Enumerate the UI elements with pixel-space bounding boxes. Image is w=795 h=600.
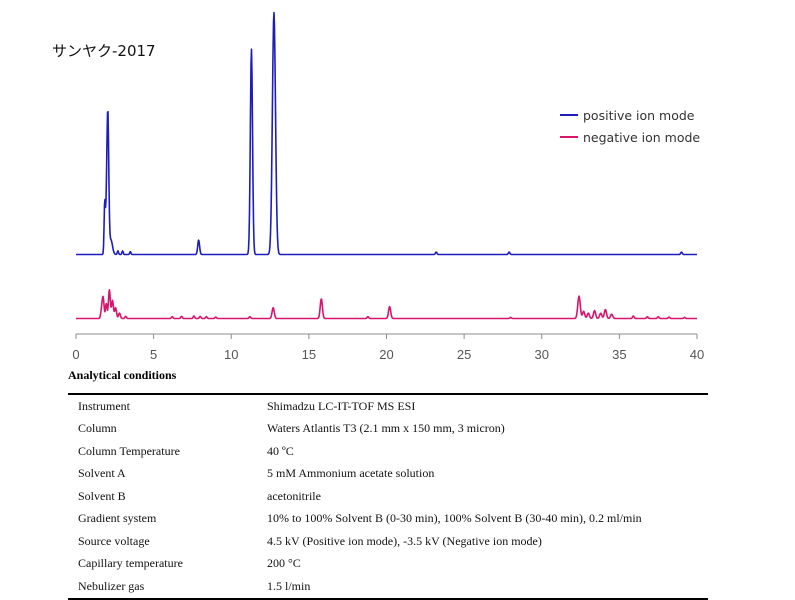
x-tick-label: 0 (72, 347, 79, 362)
condition-label: Gradient system (78, 511, 157, 526)
legend-label-positive: positive ion mode (583, 107, 695, 123)
condition-row: Gradient system 10% to 100% Solvent B (0-… (68, 508, 708, 531)
condition-row: Source voltage 4.5 kV (Positive ion mode)… (68, 530, 708, 553)
condition-row: Capillary temperature 200 °C (68, 553, 708, 576)
legend: positive ion mode negative ion mode (560, 104, 700, 148)
condition-value: Waters Atlantis T3 (2.1 mm x 150 mm, 3 m… (267, 421, 505, 436)
legend-item-positive: positive ion mode (560, 104, 700, 126)
legend-label-negative: negative ion mode (583, 129, 701, 145)
conditions-table: Instrument Shimadzu LC-IT-TOF MS ESI Colum… (68, 393, 708, 600)
x-tick-label: 40 (690, 347, 704, 362)
condition-value: Shimadzu LC-IT-TOF MS ESI (267, 398, 416, 413)
condition-row: Instrument Shimadzu LC-IT-TOF MS ESI (68, 394, 708, 418)
condition-row: Column Temperature 40 ºC (68, 440, 708, 463)
condition-label: Nebulizer gas (78, 578, 145, 593)
condition-label: Source voltage (78, 533, 150, 548)
legend-swatch-positive (560, 114, 578, 116)
x-axis: 0 5 10 15 20 25 30 35 40 (72, 333, 704, 362)
sample-title: サンヤク-2017 (52, 42, 156, 60)
condition-value: 200 °C (267, 556, 301, 571)
x-tick-label: 30 (535, 347, 549, 362)
condition-value: 40 ºC (267, 443, 294, 458)
condition-row: Column Waters Atlantis T3 (2.1 mm x 150 m… (68, 418, 708, 441)
x-tick-label: 35 (612, 347, 626, 362)
x-tick-label: 25 (457, 347, 471, 362)
chromatogram-chart: 0 5 10 15 20 25 30 35 40 (72, 11, 704, 362)
x-tick-label: 20 (379, 347, 393, 362)
condition-label: Instrument (78, 398, 130, 413)
condition-row: Nebulizer gas 1.5 l/min (68, 575, 708, 599)
condition-label: Solvent B (78, 488, 126, 503)
condition-label: Capillary temperature (78, 556, 183, 571)
condition-value: acetonitrile (267, 488, 321, 503)
x-tick-label: 10 (224, 347, 238, 362)
x-tick-label: 15 (302, 347, 316, 362)
condition-value: 5 mM Ammonium acetate solution (267, 466, 435, 481)
series-line-positive (75, 11, 698, 256)
condition-value: 10% to 100% Solvent B (0-30 min), 100% S… (267, 511, 642, 526)
condition-value: 4.5 kV (Positive ion mode), -3.5 kV (Neg… (267, 533, 542, 548)
legend-swatch-negative (560, 136, 578, 138)
legend-item-negative: negative ion mode (560, 126, 700, 148)
trace-layer (75, 11, 698, 320)
section-title: Analytical conditions (68, 368, 177, 382)
condition-label: Column Temperature (78, 443, 180, 458)
series-line-negative (75, 289, 698, 320)
condition-label: Column (78, 421, 117, 436)
condition-value: 1.5 l/min (267, 578, 311, 593)
condition-label: Solvent A (78, 466, 126, 481)
condition-row: Solvent B acetonitrile (68, 485, 708, 508)
condition-row: Solvent A 5 mM Ammonium acetate solution (68, 463, 708, 486)
x-tick-label: 5 (150, 347, 157, 362)
